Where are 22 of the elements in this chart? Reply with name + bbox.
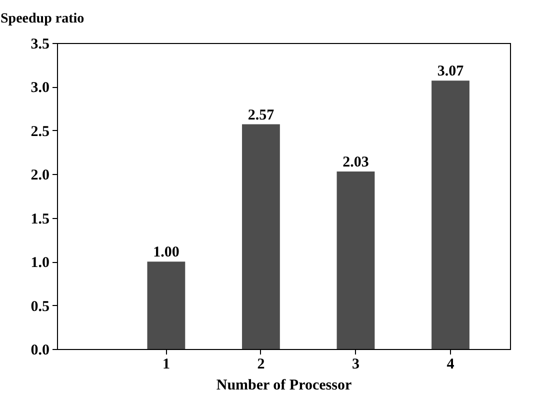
- y-axis-title: Speedup ratio: [0, 12, 84, 26]
- x-tick-label: 4: [446, 356, 455, 372]
- y-tick-label: 1.0: [30, 255, 50, 272]
- bar: [432, 80, 470, 349]
- y-tick-label: 2.0: [30, 168, 50, 184]
- y-tick-label: 3.5: [30, 36, 50, 52]
- data-label: 1.00: [153, 244, 180, 261]
- bar: [336, 172, 375, 349]
- bar: [242, 124, 280, 349]
- y-tick-label: 2.5: [30, 124, 50, 140]
- y-tick-label: 0.0: [30, 342, 50, 358]
- bar: [147, 262, 186, 349]
- data-label: 3.07: [437, 64, 464, 80]
- data-label: 2.03: [342, 154, 369, 171]
- y-tick-label: 0.5: [30, 298, 50, 315]
- x-tick-label: 1: [162, 356, 170, 372]
- y-tick-label: 1.5: [30, 211, 50, 228]
- x-tick-label: 2: [257, 356, 265, 372]
- x-tick-label: 3: [352, 356, 360, 372]
- data-label: 2.57: [248, 107, 275, 124]
- x-axis-title: Number of Processor: [216, 378, 352, 394]
- y-tick-label: 3.0: [30, 80, 50, 96]
